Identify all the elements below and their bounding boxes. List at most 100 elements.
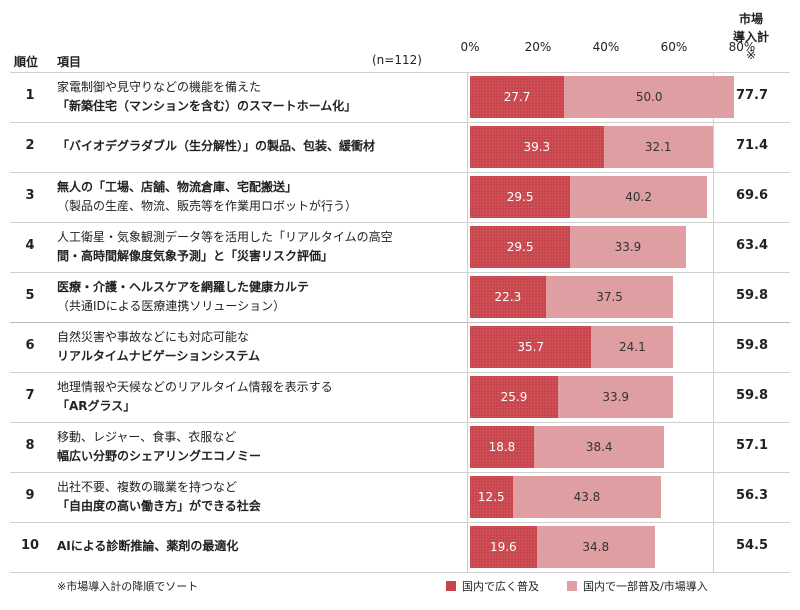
legend-label-partial: 国内で一部普及/市場導入 bbox=[583, 580, 708, 593]
bar-widely-adopted: 19.6 bbox=[470, 526, 537, 568]
rank-number: 6 bbox=[25, 338, 35, 353]
legend-label-widely: 国内で広く普及 bbox=[462, 580, 539, 593]
row-label-line2: リアルタイムナビゲーションシステム bbox=[57, 349, 261, 363]
item-header: 項目 bbox=[57, 55, 82, 69]
x-tick-label: 80% bbox=[728, 40, 756, 54]
row-label-line1: 出社不要、複数の職業を持つなど bbox=[57, 480, 238, 494]
row-label-line2: （共通IDによる医療連携ソリューション） bbox=[57, 299, 286, 313]
bar-widely-adopted: 29.5 bbox=[470, 176, 571, 218]
legend-swatch-partial bbox=[567, 581, 577, 591]
bar-partially-adopted: 40.2 bbox=[570, 176, 707, 218]
bar-partially-adopted: 24.1 bbox=[591, 326, 674, 368]
row-label-line2: 幅広い分野のシェアリングエコノミー bbox=[57, 449, 262, 463]
row-divider bbox=[10, 572, 790, 573]
row-label-line2: 「自由度の高い働き方」ができる社会 bbox=[57, 499, 261, 513]
x-tick-label: 20% bbox=[524, 40, 552, 54]
row-label: 出社不要、複数の職業を持つなど「自由度の高い働き方」ができる社会 bbox=[57, 478, 462, 516]
table-row: 1 家電制御や見守りなどの機能を備えた「新築住宅（マンションを含む）のスマートホー… bbox=[0, 72, 800, 122]
row-divider bbox=[10, 522, 790, 523]
row-label: 家電制御や見守りなどの機能を備えた「新築住宅（マンションを含む）のスマートホーム… bbox=[57, 78, 462, 116]
table-row: 5 医療・介護・ヘルスケアを網羅した健康カルテ （共通IDによる医療連携ソリューショ… bbox=[0, 272, 800, 322]
market-total-value: 59.8 bbox=[735, 288, 769, 303]
rank-number: 9 bbox=[25, 488, 35, 503]
bar-widely-adopted: 39.3 bbox=[470, 126, 604, 168]
row-divider bbox=[10, 172, 790, 173]
table-row: 9 出社不要、複数の職業を持つなど 「自由度の高い働き方」ができる社会 12.5 43.… bbox=[0, 472, 800, 522]
row-divider bbox=[10, 222, 790, 223]
row-label-line2: 間・高時間解像度気象予測」と「災害リスク評価」 bbox=[57, 249, 334, 263]
row-label-line2: 「新築住宅（マンションを含む）のスマートホーム化」 bbox=[57, 99, 357, 113]
footnote: ※市場導入計の降順でソート bbox=[57, 580, 199, 593]
x-tick-label: 40% bbox=[592, 40, 620, 54]
market-total-value: 69.6 bbox=[735, 188, 769, 203]
row-label-line1: 自然災害や事故などにも対応可能な bbox=[57, 330, 250, 344]
bar-partially-adopted: 33.9 bbox=[570, 226, 686, 268]
bar-widely-adopted: 12.5 bbox=[470, 476, 513, 518]
row-divider bbox=[10, 372, 790, 373]
row-label: 医療・介護・ヘルスケアを網羅した健康カルテ （共通IDによる医療連携ソリューション… bbox=[57, 278, 462, 316]
row-label: 無人の「工場、店舗、物流倉庫、宅配搬送」 （製品の生産、物流、販売等を作業用ロボッ… bbox=[57, 178, 462, 216]
rank-number: 1 bbox=[25, 88, 35, 103]
bar-widely-adopted: 22.3 bbox=[470, 276, 546, 318]
market-total-value: 71.4 bbox=[735, 138, 769, 153]
rank-number: 5 bbox=[25, 288, 35, 303]
market-header-line1: 市場 bbox=[738, 12, 763, 26]
rank-header: 順位 bbox=[14, 55, 39, 69]
bar-widely-adopted: 35.7 bbox=[470, 326, 592, 368]
rank-number: 10 bbox=[20, 538, 40, 553]
market-total-value: 57.1 bbox=[735, 438, 769, 453]
row-divider bbox=[10, 322, 790, 323]
bar-partially-adopted: 38.4 bbox=[533, 426, 665, 468]
row-label-line1: 「バイオデグラダブル（生分解性）」の製品、包装、緩衝材 bbox=[57, 139, 376, 153]
table-row: 10 AIによる診断推論、薬剤の最適化 19.6 34.8 54.5 bbox=[0, 522, 800, 572]
bar-widely-adopted: 29.5 bbox=[470, 226, 571, 268]
table-row: 8 移動、レジャー、食事、衣服など 幅広い分野のシェアリングエコノミー 18.8 38.… bbox=[0, 422, 800, 472]
row-divider bbox=[10, 122, 790, 123]
market-header-line3: ※ bbox=[745, 48, 757, 62]
market-total-value: 54.5 bbox=[735, 538, 769, 553]
bar-partially-adopted: 37.5 bbox=[545, 276, 674, 318]
market-total-value: 59.8 bbox=[735, 338, 769, 353]
market-total-header: 市場 導入計 ※ bbox=[727, 10, 775, 64]
row-label-line1: 人工衛星・気象観測データ等を活用した「リアルタイムの高空 bbox=[57, 230, 393, 244]
row-divider bbox=[10, 422, 790, 423]
bar-partially-adopted: 34.8 bbox=[536, 526, 655, 568]
row-label-line1: 無人の「工場、店舗、物流倉庫、宅配搬送」 bbox=[57, 180, 298, 194]
bar-partially-adopted: 33.9 bbox=[558, 376, 674, 418]
sample-size: (n=112) bbox=[372, 53, 422, 67]
market-header-line2: 導入計 bbox=[732, 30, 769, 44]
rank-number: 2 bbox=[25, 138, 35, 153]
market-total-value: 77.7 bbox=[735, 88, 769, 103]
legend-swatch-widely bbox=[446, 581, 456, 591]
market-total-value: 63.4 bbox=[735, 238, 769, 253]
table-row: 2 「バイオデグラダブル（生分解性）」の製品、包装、緩衝材 39.3 32.1 71.4 bbox=[0, 122, 800, 172]
row-label: 人工衛星・気象観測データ等を活用した「リアルタイムの高空 間・高時間解像度気象予測… bbox=[57, 228, 462, 266]
row-label-line2: 「ARグラス」 bbox=[57, 399, 136, 413]
bar-widely-adopted: 25.9 bbox=[470, 376, 559, 418]
x-tick-label: 0% bbox=[460, 40, 480, 54]
row-label-line1: AIによる診断推論、薬剤の最適化 bbox=[57, 539, 239, 553]
row-label: 「バイオデグラダブル（生分解性）」の製品、包装、緩衝材 bbox=[57, 137, 462, 156]
row-label: AIによる診断推論、薬剤の最適化 bbox=[57, 537, 462, 556]
rank-number: 4 bbox=[25, 238, 35, 253]
bar-widely-adopted: 27.7 bbox=[470, 76, 565, 118]
bar-partially-adopted: 50.0 bbox=[564, 76, 735, 118]
table-row: 3 無人の「工場、店舗、物流倉庫、宅配搬送」 （製品の生産、物流、販売等を作業用ロボ… bbox=[0, 172, 800, 222]
x-tick-label: 60% bbox=[660, 40, 688, 54]
row-label-line1: 家電制御や見守りなどの機能を備えた bbox=[57, 80, 262, 94]
rank-number: 3 bbox=[25, 188, 35, 203]
row-label-line2: （製品の生産、物流、販売等を作業用ロボットが行う） bbox=[57, 199, 358, 213]
bar-widely-adopted: 18.8 bbox=[470, 426, 534, 468]
table-row: 4 人工衛星・気象観測データ等を活用した「リアルタイムの高空 間・高時間解像度気象予… bbox=[0, 222, 800, 272]
bar-partially-adopted: 32.1 bbox=[603, 126, 713, 168]
header-divider bbox=[10, 72, 790, 73]
market-total-value: 56.3 bbox=[735, 488, 769, 503]
bar-partially-adopted: 43.8 bbox=[512, 476, 662, 518]
row-label: 移動、レジャー、食事、衣服など 幅広い分野のシェアリングエコノミー bbox=[57, 428, 462, 466]
rank-number: 8 bbox=[25, 438, 35, 453]
legend-item-widely: 国内で広く普及 bbox=[446, 578, 539, 594]
row-label-line1: 医療・介護・ヘルスケアを網羅した健康カルテ bbox=[57, 280, 310, 294]
row-divider bbox=[10, 272, 790, 273]
legend-item-partial: 国内で一部普及/市場導入 bbox=[567, 578, 708, 594]
row-divider bbox=[10, 472, 790, 473]
